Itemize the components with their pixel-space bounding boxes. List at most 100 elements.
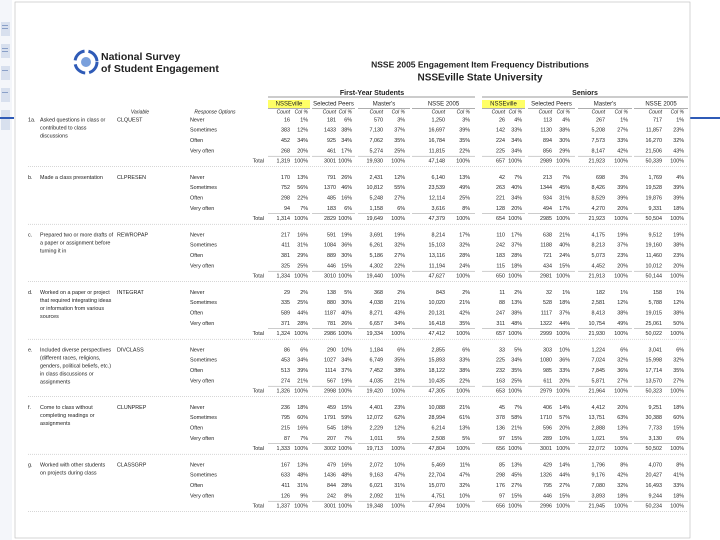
cell-value: 100%: [670, 331, 684, 337]
response-option: Very often: [190, 148, 214, 154]
cell-value: 1,333: [277, 446, 291, 452]
cell-value: 35%: [459, 138, 470, 144]
cell-value: 128: [496, 206, 505, 212]
cell-value: 47,379: [429, 216, 446, 222]
cell-value: 34%: [511, 148, 522, 154]
cell-value: 21%: [394, 300, 405, 306]
cell-value: 38%: [559, 128, 570, 134]
cell-value: 167: [281, 462, 290, 468]
cell-value: 6%: [344, 117, 352, 123]
cell-value: 6%: [676, 347, 684, 353]
response-option: Often: [190, 311, 203, 317]
cell-value: 26%: [341, 321, 352, 327]
response-option: Never: [190, 405, 205, 411]
cell-value: 6,214: [432, 426, 446, 432]
cell-value: 50,144: [646, 274, 663, 280]
cell-value: 452: [281, 138, 290, 144]
cell-value: 100%: [391, 504, 405, 510]
cell-value: 1433: [324, 128, 336, 134]
cell-value: 18%: [617, 493, 628, 499]
cell-value: 15%: [341, 263, 352, 269]
cell-value: 39%: [459, 128, 470, 134]
subheader: Col %: [557, 109, 571, 115]
cell-value: 3%: [397, 117, 405, 123]
cell-value: 30%: [341, 300, 352, 306]
cell-value: 34%: [511, 196, 522, 202]
cell-value: 6,657: [370, 321, 384, 327]
variable: INTEGRAT: [117, 290, 145, 296]
cell-value: 38%: [617, 311, 628, 317]
cell-value: 1080: [540, 358, 552, 364]
cell-value: 43%: [673, 148, 684, 154]
cell-value: 100%: [294, 331, 308, 337]
cell-value: 3,616: [432, 206, 446, 212]
cell-value: 10,812: [367, 185, 384, 191]
cell-value: 19,334: [367, 331, 384, 337]
cell-value: 8%: [462, 206, 470, 212]
cell-value: 3002: [324, 446, 336, 452]
response-option: Often: [190, 483, 203, 489]
cell-value: 100%: [556, 274, 570, 280]
cell-value: 37%: [559, 311, 570, 317]
cell-value: 44%: [297, 311, 308, 317]
cell-value: 378: [496, 415, 505, 421]
cell-value: 5,274: [370, 148, 384, 154]
cell-value: 34%: [511, 138, 522, 144]
cell-value: 1027: [324, 358, 336, 364]
cell-value: 100%: [670, 274, 684, 280]
cell-value: 633: [281, 473, 290, 479]
subheader: Count: [277, 109, 291, 115]
cell-value: 100%: [456, 389, 470, 395]
cell-value: 8,271: [370, 311, 384, 317]
cell-value: 115: [496, 263, 505, 269]
cell-value: 20%: [617, 405, 628, 411]
subheader: Col %: [671, 109, 685, 115]
cell-value: 38%: [511, 311, 522, 317]
cell-value: 2%: [462, 290, 470, 296]
cell-value: 3%: [462, 117, 470, 123]
cell-value: 28%: [459, 253, 470, 259]
cell-value: 7%: [344, 436, 352, 442]
cell-value: 18%: [673, 493, 684, 499]
cell-value: 1%: [620, 117, 628, 123]
cell-value: 335: [281, 300, 290, 306]
cell-value: 29%: [559, 148, 570, 154]
cell-value: 25%: [459, 196, 470, 202]
cell-value: 656: [496, 504, 505, 510]
cell-value: 1,158: [370, 206, 384, 212]
cell-value: 100%: [670, 446, 684, 452]
cell-value: 20%: [617, 206, 628, 212]
column-header: Selected Peers: [531, 102, 572, 108]
subheader: Count: [539, 109, 553, 115]
cell-value: 9,331: [649, 206, 663, 212]
cell-value: 7%: [514, 405, 522, 411]
cell-value: 650: [496, 274, 505, 280]
cell-value: 1,334: [277, 274, 291, 280]
cell-value: 4,270: [592, 206, 606, 212]
cell-value: 100%: [294, 159, 308, 165]
cell-value: 50%: [673, 321, 684, 327]
cell-value: 176: [496, 483, 505, 489]
cell-value: 7,080: [592, 483, 606, 489]
cell-value: 5%: [514, 347, 522, 353]
cell-value: 57%: [559, 415, 570, 421]
cell-value: 18%: [341, 426, 352, 432]
cell-value: 429: [543, 462, 552, 468]
cell-value: 11,194: [429, 263, 445, 269]
cell-value: 100%: [391, 389, 405, 395]
cell-value: 545: [327, 426, 336, 432]
cell-value: 6%: [344, 206, 352, 212]
cell-value: 1%: [676, 290, 684, 296]
cell-value: 596: [543, 426, 552, 432]
item-label: on projects during class: [40, 470, 97, 476]
cell-value: 15,070: [429, 483, 446, 489]
cell-value: 44%: [559, 473, 570, 479]
cell-value: 19,930: [367, 159, 384, 165]
cell-value: 290: [327, 347, 336, 353]
cell-value: 2979: [540, 389, 552, 395]
cell-value: 32%: [673, 358, 684, 364]
cell-value: 37%: [341, 368, 352, 374]
cell-value: 7,062: [370, 138, 384, 144]
cell-value: 100%: [508, 274, 522, 280]
cell-value: 39%: [297, 368, 308, 374]
